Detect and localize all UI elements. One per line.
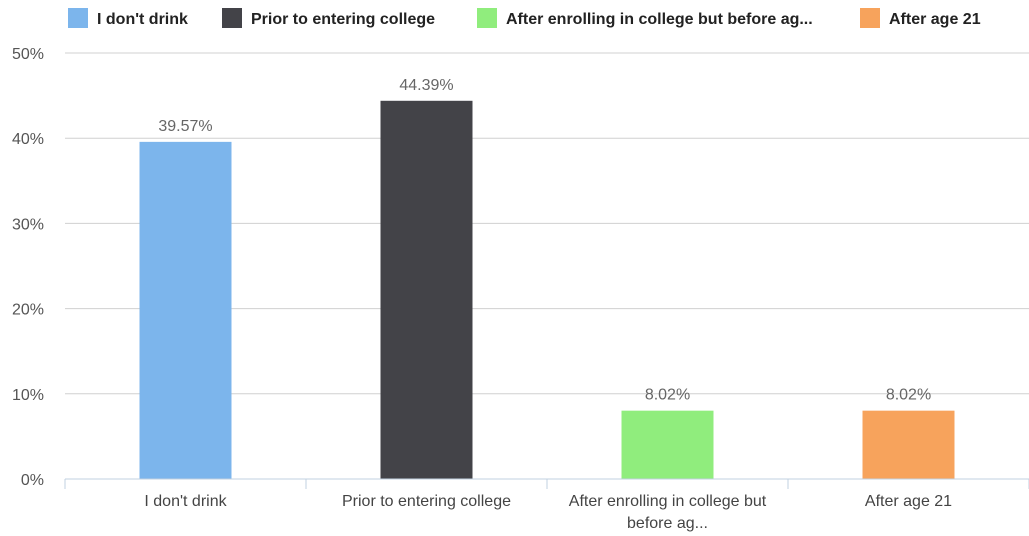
y-axis: 0% 10% 20% 30% 40% 50%	[12, 46, 44, 489]
data-label: 39.57%	[158, 118, 212, 135]
x-tick-label: After age 21	[865, 493, 952, 510]
bar[interactable]	[139, 141, 232, 480]
legend-label[interactable]: After age 21	[889, 11, 981, 28]
y-tick-label: 40%	[12, 131, 44, 148]
x-tick-label: After enrolling in college but before ag.…	[569, 493, 767, 532]
legend: I don't drink Prior to entering college Af…	[68, 8, 981, 28]
data-label: 8.02%	[886, 387, 931, 404]
legend-swatch	[68, 8, 88, 28]
legend-swatch	[222, 8, 242, 28]
legend-label[interactable]: Prior to entering college	[251, 11, 435, 28]
y-tick-label: 50%	[12, 46, 44, 63]
x-axis: I don't drink Prior to entering college Af…	[64, 478, 1029, 532]
bars: 39.57% 44.39% 8.02% 8.02%	[139, 77, 955, 480]
legend-label[interactable]: I don't drink	[97, 11, 188, 28]
y-tick-label: 20%	[12, 302, 44, 319]
legend-swatch	[477, 8, 497, 28]
x-tick-label: I don't drink	[144, 493, 227, 510]
y-tick-label: 0%	[21, 472, 44, 489]
x-tick-label: Prior to entering college	[342, 493, 511, 510]
bar[interactable]	[380, 100, 473, 479]
data-label: 8.02%	[645, 387, 690, 404]
legend-label[interactable]: After enrolling in college but before ag…	[506, 11, 813, 28]
bar[interactable]	[621, 410, 714, 479]
y-tick-label: 30%	[12, 216, 44, 233]
y-tick-label: 10%	[12, 387, 44, 404]
data-label: 44.39%	[399, 77, 453, 94]
legend-swatch	[860, 8, 880, 28]
bar[interactable]	[862, 410, 955, 479]
